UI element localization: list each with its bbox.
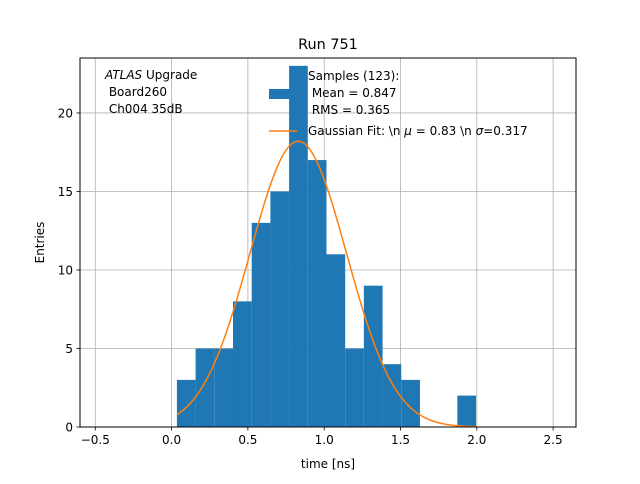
- histogram-bar: [307, 160, 327, 427]
- x-tick-label: 1.0: [315, 433, 334, 447]
- legend-samples-line-2: Mean = 0.847: [308, 86, 397, 100]
- gaussian-fit-curve: [176, 140, 477, 428]
- y-axis-label: Entries: [33, 222, 47, 264]
- x-tick-label: 2.5: [544, 433, 563, 447]
- annotation-upgrade: Upgrade: [142, 68, 197, 82]
- annotation-atlas: ATLAS: [104, 68, 143, 82]
- legend-fit-sigma: σ: [476, 124, 484, 138]
- histogram-bar: [214, 348, 233, 427]
- chart-title: Run 751: [298, 37, 358, 53]
- histogram-bar: [401, 379, 420, 427]
- histogram-bar: [270, 191, 290, 427]
- histogram-bar: [232, 301, 252, 427]
- fit-curve-layer: [176, 140, 477, 428]
- histogram-bar: [195, 348, 215, 427]
- annotation-line-2: Board260: [105, 85, 167, 99]
- annotation-line-3: Ch004 35dB: [105, 102, 183, 116]
- axes-frame: [79, 57, 577, 428]
- legend-samples-line-1: Samples (123):: [308, 69, 399, 83]
- y-tick-label: 15: [58, 185, 73, 199]
- histogram-bar: [176, 379, 196, 427]
- legend-fit-suffix: =0.317: [483, 124, 527, 138]
- histogram-bar: [345, 348, 364, 427]
- legend-samples-patch: [269, 89, 297, 99]
- x-tick-label: 0.0: [162, 433, 181, 447]
- atlas-annotation: ATLAS Upgrade Board260 Ch004 35dB: [104, 68, 197, 116]
- x-tick-label: 0.5: [238, 433, 257, 447]
- legend-fit-prefix: Gaussian Fit: \n: [308, 124, 404, 138]
- y-tick-label: 5: [65, 342, 73, 356]
- legend-fit-mid: = 0.83 \n: [412, 124, 476, 138]
- y-tick-label: 20: [58, 106, 73, 120]
- legend-samples-line-3: RMS = 0.365: [308, 103, 390, 117]
- legend: Samples (123): Mean = 0.847 RMS = 0.365 …: [269, 69, 528, 138]
- axis-ticks: −0.5 0.0 0.5 1.0 1.5 2.0 2.5 0 5 10 15 20: [58, 106, 563, 447]
- histogram-bar: [457, 395, 477, 427]
- y-tick-label: 10: [58, 263, 73, 277]
- histogram-bar: [382, 364, 402, 427]
- histogram-bar: [289, 65, 308, 427]
- x-tick-label: 1.5: [391, 433, 410, 447]
- histogram-bar: [326, 254, 346, 427]
- y-tick-label: 0: [65, 420, 73, 434]
- histogram-bar: [363, 285, 383, 427]
- legend-fit-mu: μ: [403, 124, 412, 138]
- x-axis-label: time [ns]: [301, 457, 355, 471]
- x-tick-label: 2.0: [467, 433, 486, 447]
- annotation-line-1: ATLAS Upgrade: [104, 68, 197, 82]
- legend-fit-label: Gaussian Fit: \n μ = 0.83 \n σ=0.317: [308, 124, 528, 138]
- histogram-bars: [176, 65, 477, 427]
- histogram-bar: [251, 222, 271, 427]
- x-tick-label: −0.5: [81, 433, 110, 447]
